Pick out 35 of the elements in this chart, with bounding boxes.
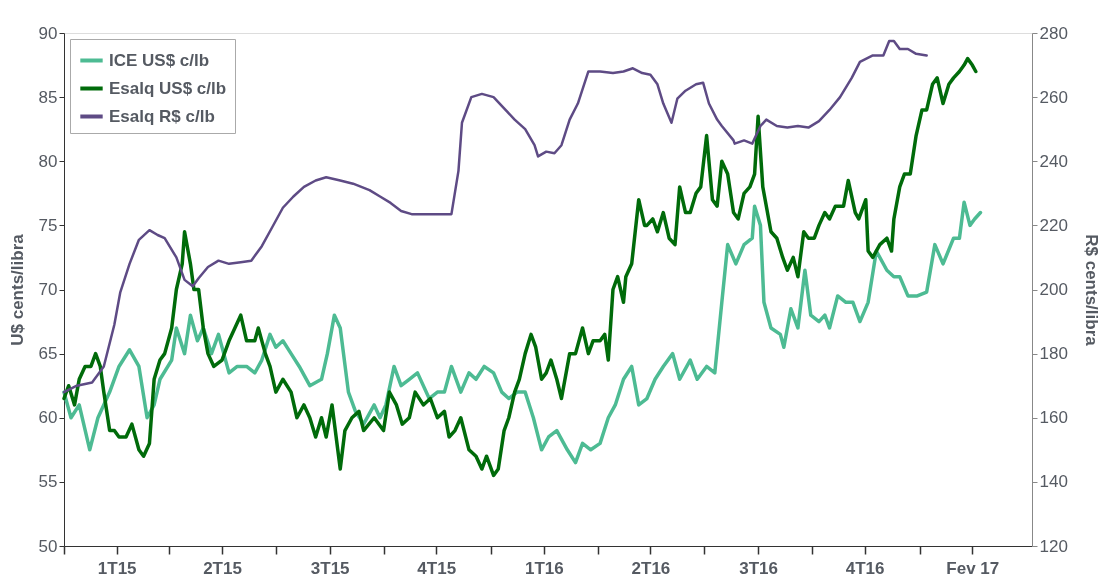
y2-tick-label: 180 bbox=[1039, 344, 1068, 364]
legend-label: Esalq R$ c/lb bbox=[109, 106, 215, 126]
x-tick-label: 4T15 bbox=[417, 558, 457, 578]
x-tick-label: Fev 17 bbox=[946, 558, 1000, 578]
y-tick-label: 85 bbox=[38, 87, 58, 107]
y-tick-label: 70 bbox=[38, 280, 58, 299]
y-tick-label: 60 bbox=[38, 408, 58, 428]
x-tick-label: 1T15 bbox=[97, 558, 137, 578]
y2-tick-label: 140 bbox=[1039, 472, 1068, 492]
y2-tick-label: 120 bbox=[1039, 536, 1068, 556]
line-series bbox=[62, 56, 978, 478]
y-axis-title: U$ cents/libra bbox=[7, 233, 27, 346]
y2-tick-label: 260 bbox=[1039, 87, 1068, 107]
y2-axis-title: R$ cents/libra bbox=[1081, 234, 1101, 347]
legend-label: Esalq US$ c/lb bbox=[109, 78, 227, 98]
y2-tick-label: 220 bbox=[1039, 215, 1068, 235]
y-tick-label: 90 bbox=[38, 23, 58, 43]
line-series bbox=[62, 39, 928, 394]
x-tick-label: 1T16 bbox=[525, 558, 564, 578]
x-tick-label: 2T16 bbox=[631, 558, 671, 578]
y-tick-label: 50 bbox=[38, 536, 58, 556]
y-tick-label: 80 bbox=[38, 151, 58, 171]
y-tick-label: 55 bbox=[38, 472, 58, 492]
line-series bbox=[62, 200, 983, 465]
y2-tick-label: 240 bbox=[1039, 151, 1068, 171]
y2-tick-label: 200 bbox=[1039, 280, 1068, 299]
x-tick-label: 4T16 bbox=[845, 558, 885, 578]
y2-tick-label: 160 bbox=[1039, 408, 1068, 428]
y-tick-label: 75 bbox=[38, 215, 58, 235]
x-tick-label: 3T15 bbox=[310, 558, 350, 578]
x-tick-label: 2T15 bbox=[203, 558, 242, 578]
x-tick-label: 3T16 bbox=[739, 558, 778, 578]
legend-label: ICE US$ c/lb bbox=[109, 50, 210, 70]
y-tick-label: 65 bbox=[38, 344, 58, 364]
y2-tick-label: 280 bbox=[1039, 23, 1068, 43]
